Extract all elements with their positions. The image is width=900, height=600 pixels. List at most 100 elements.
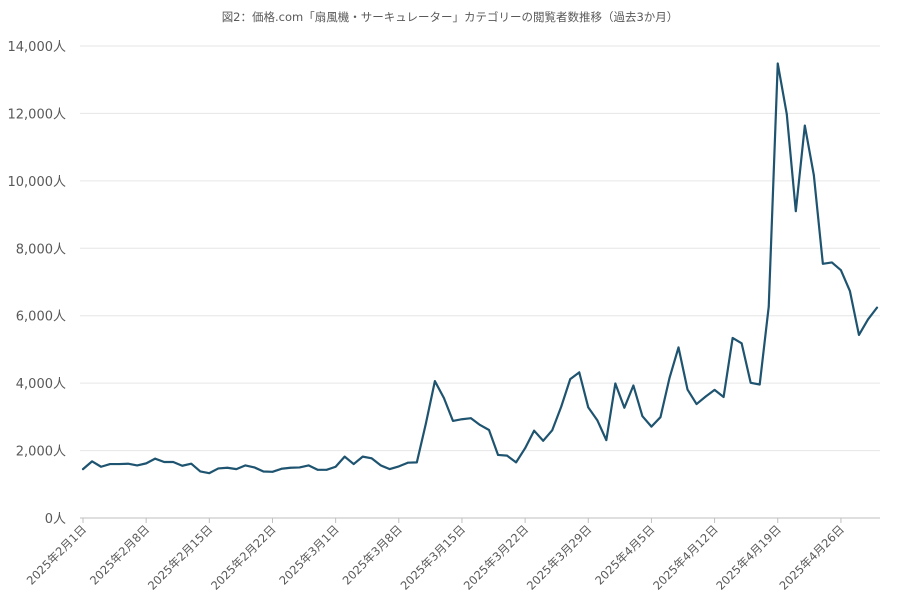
x-tick-label: 2025年3月22日: [461, 522, 532, 593]
data-point: [109, 463, 111, 465]
data-point: [415, 461, 418, 464]
data-point: [524, 447, 527, 450]
data-point: [858, 334, 860, 336]
data-point: [226, 466, 229, 469]
data-point: [82, 468, 84, 471]
data-point: [641, 415, 644, 418]
data-point: [776, 62, 779, 65]
data-point: [470, 417, 472, 420]
data-point: [424, 422, 427, 425]
data-point: [849, 290, 851, 293]
data-point: [803, 124, 806, 127]
y-tick-label: 14,000人: [8, 40, 67, 55]
data-point: [551, 429, 554, 432]
data-point: [452, 420, 454, 422]
data-point: [632, 384, 635, 387]
data-point: [506, 454, 508, 457]
data-point: [100, 465, 102, 468]
x-tick-label: 2025年4月12日: [650, 522, 721, 593]
series-line: [81, 62, 879, 475]
data-point: [253, 466, 256, 469]
x-tick-label: 2025年2月15日: [145, 522, 216, 593]
data-point: [91, 460, 93, 463]
gridlines: [80, 45, 880, 452]
data-point: [876, 306, 878, 309]
data-point: [488, 429, 490, 431]
x-tick-label: 2025年3月29日: [524, 522, 595, 593]
data-point: [533, 429, 536, 432]
x-tick-label: 2025年4月19日: [713, 522, 784, 593]
data-point: [379, 464, 382, 467]
data-point: [127, 462, 130, 465]
x-tick-label: 2025年3月15日: [398, 522, 469, 593]
x-tick-label: 2025年3月1日: [276, 522, 341, 587]
data-point: [271, 470, 274, 473]
data-point: [145, 462, 148, 465]
data-point: [316, 468, 319, 471]
data-point: [830, 261, 833, 264]
data-point: [406, 461, 409, 464]
x-axis-tick-labels: 2025年2月1日2025年2月8日2025年2月15日2025年2月22日20…: [24, 518, 847, 593]
data-point: [325, 468, 328, 471]
y-tick-label: 12,000人: [8, 107, 67, 122]
data-point: [704, 395, 707, 398]
data-point: [758, 383, 761, 386]
data-point: [785, 113, 788, 116]
data-point: [722, 396, 725, 398]
data-point: [650, 425, 653, 428]
data-point: [208, 472, 211, 475]
y-tick-label: 4,000人: [16, 377, 66, 392]
data-point: [235, 468, 238, 471]
y-tick-label: 2,000人: [16, 445, 66, 460]
data-point: [154, 457, 157, 460]
data-point: [713, 388, 716, 391]
data-point: [605, 439, 608, 442]
data-point: [749, 381, 752, 384]
x-tick-label: 2025年2月8日: [87, 522, 152, 587]
data-point: [163, 461, 166, 463]
x-tick-label: 2025年2月1日: [24, 522, 89, 587]
data-point: [479, 424, 481, 426]
data-point: [767, 305, 770, 308]
chart-title: 図2：価格.com「扇風機・サーキュレーター」カテゴリーの閲覧者数推移（過去3か…: [221, 10, 679, 24]
data-point: [840, 269, 842, 272]
data-point: [136, 464, 139, 467]
data-point: [659, 416, 662, 419]
data-point: [812, 174, 815, 177]
data-point: [262, 470, 265, 473]
y-tick-label: 10,000人: [8, 175, 67, 190]
data-point: [181, 464, 184, 467]
data-point: [190, 462, 193, 465]
data-point: [578, 371, 581, 374]
data-point: [461, 418, 463, 421]
data-point: [280, 467, 283, 470]
y-axis-tick-labels: 0人 2,000人 4,000人 6,000人 8,000人 10,000人 12,000人…: [8, 40, 67, 527]
data-point: [686, 388, 689, 391]
data-point: [677, 346, 680, 349]
data-point: [352, 463, 355, 465]
data-point: [569, 378, 572, 380]
y-tick-label: 0人: [45, 512, 66, 527]
data-point: [289, 466, 292, 469]
data-point: [731, 337, 734, 339]
data-point: [515, 461, 517, 464]
data-point: [118, 463, 120, 465]
data-point: [821, 262, 824, 265]
data-point: [867, 318, 869, 321]
data-point: [497, 454, 499, 456]
data-point: [343, 455, 346, 458]
data-point: [794, 210, 797, 213]
data-point: [334, 465, 337, 468]
data-point: [560, 405, 563, 408]
x-tick-label: 2025年4月26日: [777, 522, 848, 593]
data-point: [623, 406, 626, 409]
y-tick-label: 6,000人: [16, 310, 66, 325]
series-layer: [81, 62, 879, 475]
data-point: [668, 377, 671, 379]
data-point: [397, 465, 400, 468]
data-point: [217, 467, 220, 470]
data-point: [443, 397, 445, 399]
x-tick-label: 2025年3月8日: [340, 522, 405, 587]
data-point: [542, 439, 545, 442]
